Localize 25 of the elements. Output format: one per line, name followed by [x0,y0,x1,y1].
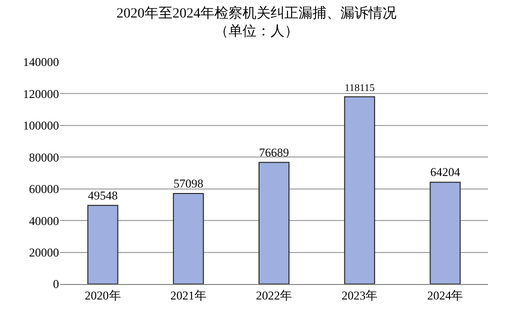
bar [258,162,290,284]
x-tick-label: 2021年 [170,288,206,302]
bar [430,182,461,284]
y-tick-label: 80000 [29,150,59,164]
y-tick-label: 0 [53,277,59,292]
bar [87,204,118,284]
x-tick-label: 2023年 [342,288,378,302]
bar [172,192,204,284]
y-tick-label: 20000 [29,245,59,260]
data-label: 76689 [259,145,289,160]
y-tick-label: 140000 [23,55,59,70]
data-label: 57098 [173,176,204,190]
x-tick-label: 2020年 [84,288,121,302]
data-label: 49548 [88,188,118,202]
x-tick-label: 2024年 [427,288,464,302]
x-tick-label: 2022年 [256,288,292,302]
y-tick-label: 40000 [29,214,59,228]
data-label: 64204 [430,165,460,180]
y-tick-label: 100000 [23,118,59,133]
data-label: 118115 [344,83,375,94]
y-tick-label: 120000 [23,86,59,101]
chart-subtitle: （单位：人） [214,24,298,40]
bar [344,96,376,284]
y-tick-label: 60000 [29,182,59,196]
chart-title: 2020年至2024年检察机关纠正漏捕、漏诉情况 [116,6,396,22]
